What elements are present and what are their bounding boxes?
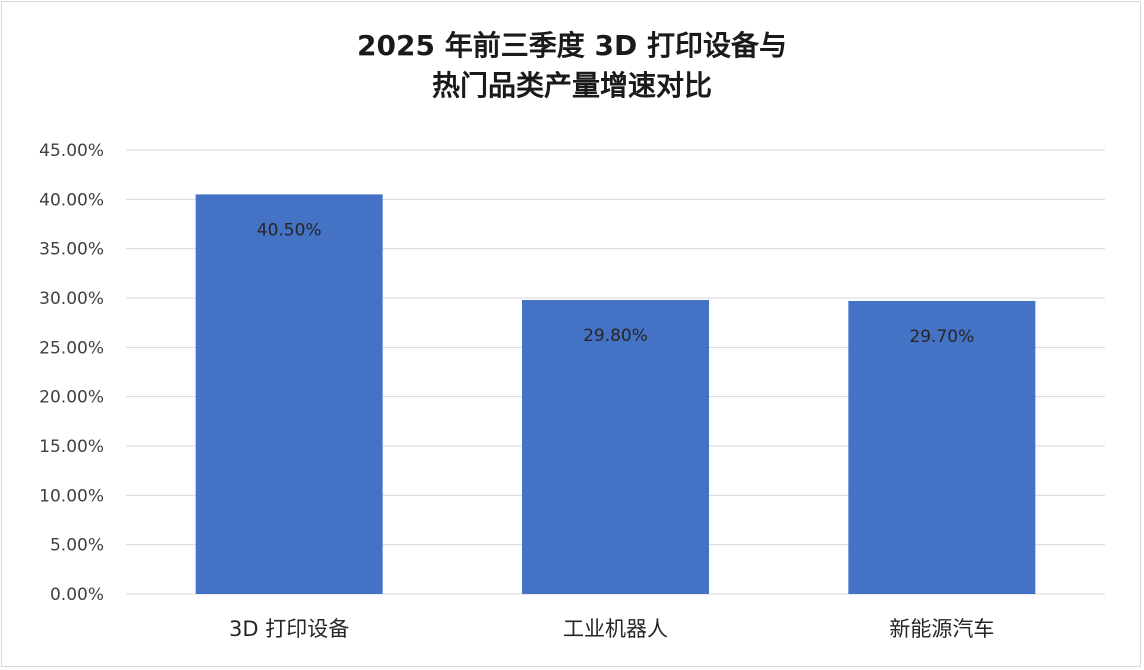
labels: 0.00% 5.00% 10.00% 15.00% 20.00% 25.00% 30.00%…	[39, 141, 994, 641]
y-tick-label: 45.00%	[39, 141, 104, 161]
y-tick-label: 40.00%	[39, 190, 104, 210]
chart-title-line-1: 2025 年前三季度 3D 打印设备与	[357, 29, 787, 62]
x-category-label: 新能源汽车	[889, 617, 994, 641]
data-label: 29.80%	[583, 326, 648, 346]
y-tick-label: 5.00%	[50, 536, 104, 556]
x-category-label: 工业机器人	[563, 617, 668, 641]
bar	[522, 299, 709, 594]
bar	[195, 194, 383, 594]
y-tick-label: 20.00%	[39, 388, 104, 408]
y-tick-label: 35.00%	[39, 240, 104, 260]
data-label: 40.50%	[257, 220, 322, 240]
y-tick-label: 0.00%	[50, 585, 104, 605]
chart-title-line-2: 热门品类产量增速对比	[431, 69, 712, 102]
y-tick-label: 15.00%	[39, 437, 104, 457]
y-tick-label: 25.00%	[39, 338, 104, 358]
y-tick-label: 30.00%	[39, 289, 104, 309]
bar	[848, 300, 1036, 594]
bars	[195, 194, 1036, 594]
x-category-label: 3D 打印设备	[229, 617, 349, 641]
chart-title: 2025 年前三季度 3D 打印设备与 热门品类产量增速对比	[0, 26, 1144, 106]
y-tick-label: 10.00%	[39, 486, 104, 506]
data-label: 29.70%	[909, 327, 974, 347]
